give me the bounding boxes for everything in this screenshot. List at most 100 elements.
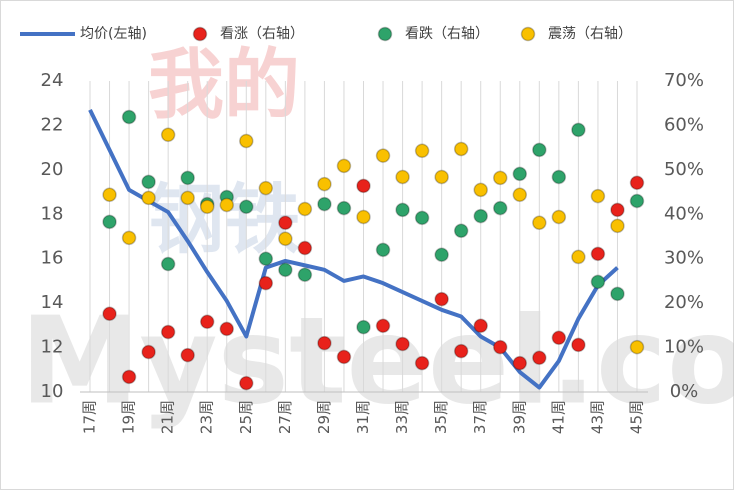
y2-tick-label: 70% — [664, 70, 704, 91]
dot — [532, 350, 547, 366]
dot — [102, 306, 117, 322]
dot — [453, 223, 469, 238]
y2-tick-label: 0% — [670, 381, 699, 402]
dot — [356, 178, 371, 194]
dot — [590, 188, 606, 204]
dot — [512, 187, 528, 202]
dot — [180, 190, 195, 206]
legend-label: 看涨（右轴） — [220, 26, 304, 42]
dot — [395, 169, 410, 185]
dot — [414, 355, 430, 371]
dot — [141, 174, 156, 190]
dot — [121, 369, 137, 385]
dot — [356, 209, 371, 225]
dot — [571, 337, 586, 353]
dot — [493, 339, 508, 355]
dot — [571, 122, 586, 138]
y2-tick-label: 10% — [664, 337, 704, 358]
dot — [239, 199, 254, 214]
dot — [414, 143, 430, 159]
dot — [473, 318, 488, 334]
dot — [297, 267, 313, 282]
dot — [493, 200, 508, 216]
dot — [551, 209, 567, 225]
x-tick-label: 35周 — [432, 400, 450, 434]
dot — [278, 262, 293, 278]
dot — [199, 199, 215, 214]
dot — [219, 321, 234, 337]
dot — [434, 169, 449, 185]
dot — [473, 182, 488, 198]
dot — [199, 314, 215, 330]
dot — [336, 158, 352, 174]
y2-tick-label: 50% — [664, 159, 704, 180]
legend-label: 均价(左轴) — [80, 26, 147, 42]
dot — [219, 197, 234, 213]
dot — [610, 202, 625, 218]
dot — [395, 202, 410, 218]
y2-tick-label: 30% — [664, 248, 704, 269]
dot — [356, 319, 371, 335]
dot — [375, 242, 391, 258]
y-tick-label: 22 — [41, 114, 64, 135]
dot — [532, 142, 547, 158]
dot — [317, 335, 332, 351]
dot — [121, 109, 137, 125]
x-tick-label: 27周 — [276, 400, 294, 434]
dot — [160, 127, 176, 143]
dot — [629, 193, 645, 209]
legend-label: 看跌（右轴） — [405, 26, 489, 42]
dot — [336, 200, 352, 216]
dot — [317, 176, 332, 192]
dot — [395, 336, 410, 352]
dot — [590, 274, 606, 290]
y-tick-label: 12 — [41, 337, 64, 358]
dot — [512, 355, 528, 371]
x-tick-label: 29周 — [315, 400, 333, 434]
dot — [493, 170, 508, 186]
dot — [258, 251, 274, 266]
dot — [375, 318, 391, 334]
dot — [239, 375, 254, 391]
x-tick-label: 39周 — [510, 400, 528, 434]
dot — [160, 324, 176, 340]
watermark: Mysteel.com — [20, 293, 734, 432]
x-tick-label: 17周 — [81, 400, 99, 434]
dot — [414, 210, 430, 226]
legend-swatch — [520, 26, 536, 42]
dot — [375, 148, 391, 163]
watermark: 我的 — [148, 40, 300, 129]
dot — [297, 240, 313, 256]
dot — [141, 190, 156, 206]
y-tick-label: 14 — [41, 292, 64, 313]
dot — [297, 201, 313, 217]
x-tick-label: 23周 — [198, 400, 216, 434]
y-tick-label: 10 — [41, 381, 64, 402]
dot — [532, 215, 547, 230]
legend-swatch — [192, 26, 208, 42]
y2-tick-label: 40% — [664, 203, 704, 224]
x-tick-label: 41周 — [549, 400, 567, 434]
legend-swatch — [377, 26, 393, 42]
dot — [180, 347, 195, 363]
dot — [473, 208, 488, 224]
x-tick-label: 45周 — [628, 400, 646, 434]
dot — [610, 218, 625, 234]
dot — [629, 339, 645, 355]
legend-label: 震荡（右轴） — [548, 26, 632, 42]
dot — [278, 215, 293, 230]
dot — [512, 166, 528, 182]
x-tick-label: 31周 — [354, 400, 372, 434]
dot — [239, 133, 254, 149]
y2-tick-label: 60% — [664, 114, 704, 135]
dot — [610, 286, 625, 302]
y2-tick-label: 20% — [664, 292, 704, 313]
dot — [102, 187, 117, 202]
x-tick-label: 43周 — [588, 400, 606, 434]
x-tick-label: 33周 — [393, 400, 411, 434]
dot — [551, 330, 567, 346]
y-tick-label: 20 — [41, 159, 64, 180]
dot — [102, 214, 117, 230]
dot — [258, 275, 274, 291]
